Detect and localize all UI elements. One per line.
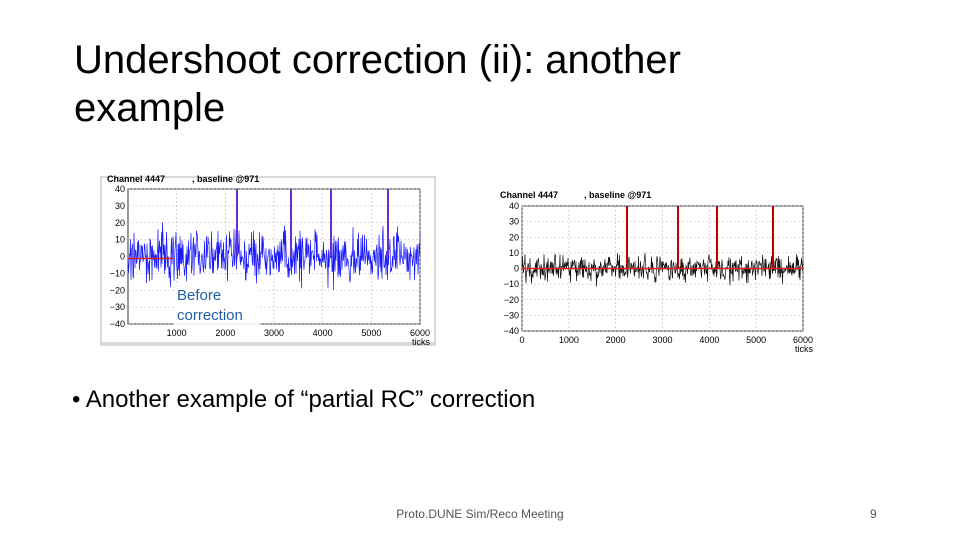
- y-tick-label: 20: [115, 218, 125, 228]
- y-tick-label: −10: [110, 268, 125, 278]
- x-tick-label: 1000: [167, 328, 187, 338]
- annotation-line: Before: [177, 287, 221, 304]
- y-tick-label: 10: [115, 235, 125, 245]
- y-tick-label: 0: [120, 252, 125, 262]
- y-tick-label: 30: [509, 217, 519, 227]
- x-tick-label: 3000: [264, 328, 284, 338]
- page-number: 9: [870, 507, 877, 521]
- y-tick-label: 40: [115, 184, 125, 194]
- footer: Proto.DUNE Sim/Reco Meeting: [396, 507, 564, 521]
- waveform: [127, 222, 421, 291]
- x-axis-label: ticks: [795, 344, 814, 354]
- annotation-box: [174, 284, 260, 326]
- y-tick-label: −20: [110, 285, 125, 295]
- y-tick-label: −20: [504, 295, 519, 305]
- x-tick-label: 6000: [793, 335, 813, 345]
- x-tick-label: 2000: [606, 335, 626, 345]
- y-tick-label: −30: [504, 310, 519, 320]
- bullet: • Another example of “partial RC” correc…: [72, 386, 536, 413]
- plot-baseline: , baseline @971: [192, 174, 259, 184]
- x-axis-label: ticks: [412, 337, 431, 347]
- y-tick-label: 20: [509, 232, 519, 242]
- y-tick-label: 10: [509, 248, 519, 258]
- slide-title: Undershoot correction (ii): another exam…: [74, 38, 681, 130]
- annotation: Before correction: [177, 287, 243, 324]
- y-tick-label: −10: [504, 279, 519, 289]
- plot-channel: Channel 4447: [107, 174, 165, 184]
- x-tick-label: 5000: [746, 335, 766, 345]
- y-tick-label: −40: [504, 326, 519, 336]
- x-tick-label: 5000: [361, 328, 381, 338]
- y-tick-label: −30: [110, 302, 125, 312]
- x-tick-label: 2000: [215, 328, 235, 338]
- bullet-text: Another example of “partial RC” correcti…: [85, 386, 536, 413]
- y-tick-label: 0: [514, 264, 519, 274]
- annotation-line: correction: [177, 307, 243, 324]
- y-tick-label: 30: [115, 201, 125, 211]
- x-tick-label: 4000: [313, 328, 333, 338]
- y-tick-label: −40: [110, 319, 125, 329]
- y-tick-label: 40: [509, 201, 519, 211]
- x-tick-label: 4000: [699, 335, 719, 345]
- x-tick-label: 3000: [652, 335, 672, 345]
- waveform: [521, 252, 804, 287]
- x-tick-label: 1000: [559, 335, 579, 345]
- plot-channel: Channel 4447: [500, 190, 558, 200]
- x-tick-label: 6000: [410, 328, 430, 338]
- plot-baseline: , baseline @971: [584, 190, 651, 200]
- x-tick-label: 0: [519, 335, 524, 345]
